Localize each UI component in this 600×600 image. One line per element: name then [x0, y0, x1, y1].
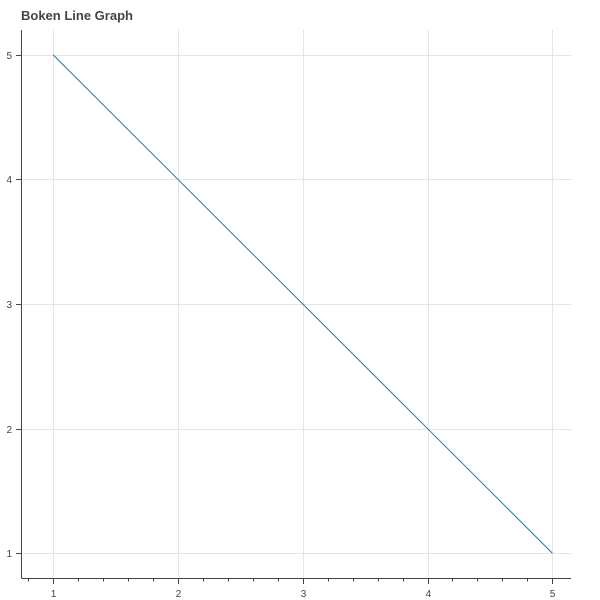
- x-tick-label: 4: [426, 589, 432, 600]
- x-tick-label: 5: [550, 589, 556, 600]
- x-tick-label: 3: [301, 589, 307, 600]
- grid: [22, 30, 571, 578]
- series-layer: [52, 54, 553, 554]
- y-tick-label: 3: [6, 300, 12, 311]
- series-line: [52, 54, 553, 554]
- y-tick-label: 1: [6, 549, 12, 560]
- x-tick-label: 2: [176, 589, 182, 600]
- y-tick-label: 2: [6, 425, 12, 436]
- x-tick-label: 1: [51, 589, 57, 600]
- axes: 1 2 3 4 5 1 2 3 4 5: [6, 30, 571, 600]
- y-tick-label: 5: [6, 51, 12, 62]
- chart-title: Boken Line Graph: [21, 8, 133, 23]
- y-tick-label: 4: [6, 175, 12, 186]
